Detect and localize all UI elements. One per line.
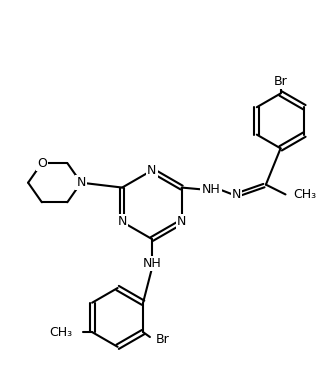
Text: NH: NH <box>142 257 161 270</box>
Text: N: N <box>76 176 86 189</box>
Text: Br: Br <box>274 75 287 88</box>
Text: NH: NH <box>202 183 220 196</box>
Text: N: N <box>177 215 186 228</box>
Text: CH₃: CH₃ <box>49 326 73 339</box>
Text: N: N <box>232 188 241 201</box>
Text: N: N <box>117 215 127 228</box>
Text: N: N <box>147 164 156 177</box>
Text: O: O <box>37 157 47 170</box>
Text: CH₃: CH₃ <box>293 188 316 201</box>
Text: Br: Br <box>156 333 170 346</box>
